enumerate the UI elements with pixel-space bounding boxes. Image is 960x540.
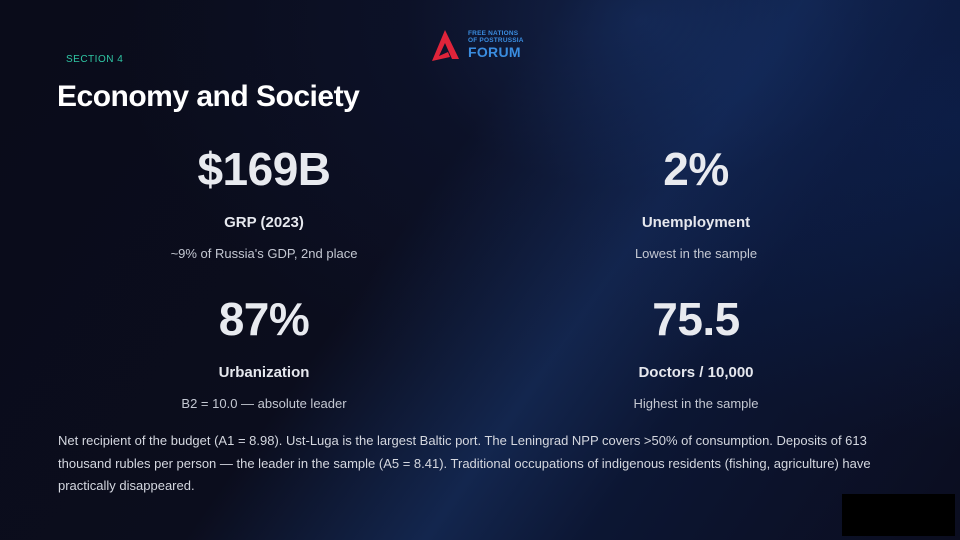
stat-label: Unemployment (641, 214, 751, 231)
forum-a-logo-icon (432, 30, 459, 61)
stat-description: Lowest in the sample (634, 246, 758, 261)
stat-label: Doctors / 10,000 (638, 364, 754, 381)
section-label: SECTION 4 (66, 54, 124, 65)
forum-logo: FREE NATIONS OF POSTRUSSIA FORUM (428, 28, 524, 62)
logo-line-2: OF POSTRUSSIA (468, 36, 524, 44)
stat-description: Highest in the sample (633, 396, 759, 411)
stat-description: ~9% of Russia's GDP, 2nd place (170, 246, 358, 261)
overlay-box (842, 494, 955, 536)
logo-line-1: FREE NATIONS (468, 30, 519, 37)
stat-doctors: 75.5 Doctors / 10,000 Highest in the sam… (546, 296, 846, 411)
stat-value: $169B (197, 143, 331, 195)
stat-grp: $169B GRP (2023) ~9% of Russia's GDP, 2n… (114, 146, 414, 261)
logo-text: FREE NATIONS OF POSTRUSSIA FORUM (468, 30, 524, 60)
stat-value: 87% (218, 293, 310, 345)
logo-name: FORUM (468, 44, 521, 60)
stat-label: GRP (2023) (224, 214, 304, 231)
stat-label: Urbanization (218, 364, 310, 381)
stat-urbanization: 87% Urbanization B2 = 10.0 — absolute le… (114, 296, 414, 411)
page-title: Economy and Society (57, 80, 360, 113)
stat-value: 2% (663, 143, 729, 195)
stat-description: B2 = 10.0 — absolute leader (181, 396, 347, 411)
stat-value: 75.5 (652, 293, 740, 345)
body-paragraph: Net recipient of the budget (A1 = 8.98).… (58, 433, 871, 493)
stat-unemployment: 2% Unemployment Lowest in the sample (546, 146, 846, 261)
